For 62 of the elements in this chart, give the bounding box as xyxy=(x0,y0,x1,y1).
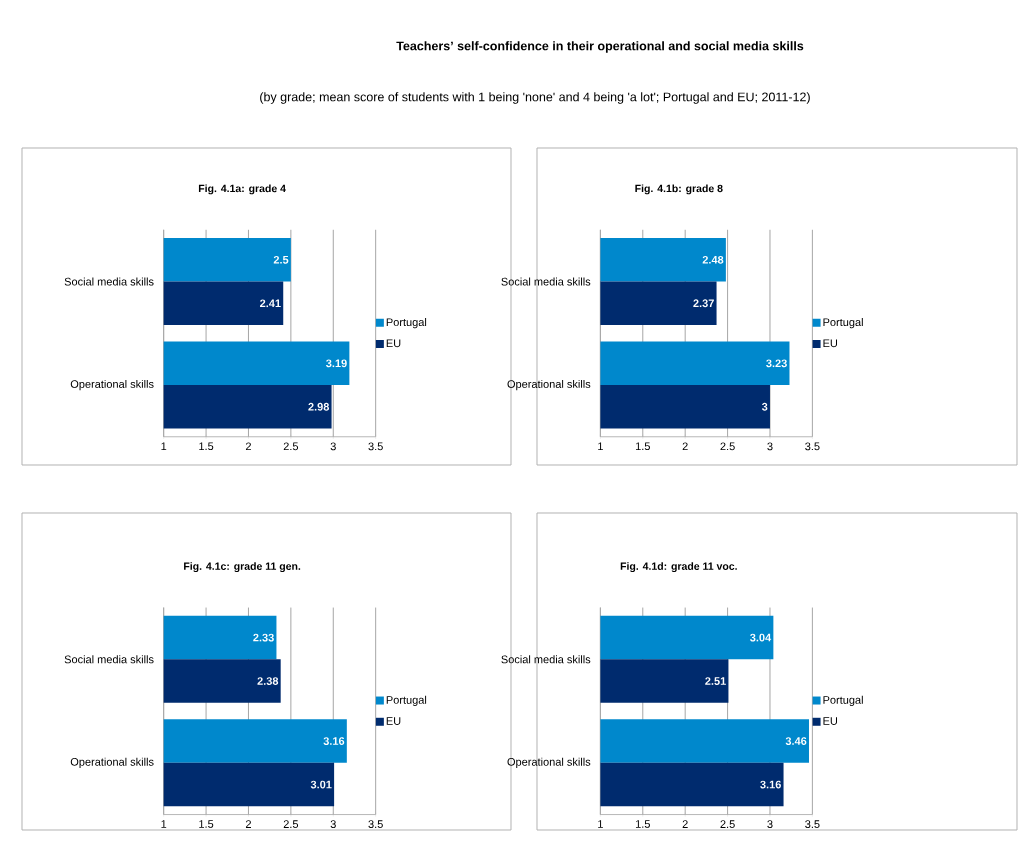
y-tick-label: Operational skills xyxy=(507,757,591,768)
chart-title: Fig. 4.1a: grade 4 xyxy=(198,184,286,195)
data-label: 3.23 xyxy=(766,359,787,368)
data-label: 3.16 xyxy=(760,780,781,789)
legend-label: EU xyxy=(823,339,837,348)
x-tick-label: 2 xyxy=(245,820,251,828)
x-tick-label: 2 xyxy=(682,442,688,451)
x-tick-label: 3.5 xyxy=(368,820,383,828)
data-label: 2.37 xyxy=(693,299,714,308)
y-tick-label: Operational skills xyxy=(507,379,591,391)
text: (by grade; mean score of students with 1 being 'none' and 4 being 'a lot'; Portugal and EU; 2011-12) xyxy=(260,92,810,104)
x-tick-label: 3.5 xyxy=(368,442,383,451)
data-label: 2.5 xyxy=(273,255,289,264)
x-tick-label: 3 xyxy=(330,820,336,828)
x-tick-label: 3.5 xyxy=(805,820,820,828)
x-tick-label: 3 xyxy=(767,442,773,451)
data-label: 3.01 xyxy=(310,780,332,789)
x-tick-label: 1.5 xyxy=(635,442,650,451)
legend-label: EU xyxy=(386,717,401,725)
data-label: 3.04 xyxy=(750,633,772,642)
x-tick-label: 2 xyxy=(682,820,688,828)
legend-label: EU xyxy=(823,717,837,725)
legend-label: Portugal xyxy=(823,318,863,329)
x-tick-label: 2 xyxy=(245,442,251,451)
data-label: 3.19 xyxy=(326,359,347,368)
x-tick-label: 1.5 xyxy=(199,820,214,828)
x-tick-label: 3 xyxy=(767,820,773,828)
text: Teachers’ self-confidence in their operational and social media skills xyxy=(396,41,804,53)
x-tick-label: 2.5 xyxy=(283,820,299,828)
x-tick-label: 1 xyxy=(161,820,167,828)
legend-label: Portugal xyxy=(386,695,427,707)
x-tick-label: 1 xyxy=(161,442,167,450)
x-tick-label: 3.5 xyxy=(805,442,820,451)
x-tick-label: 1 xyxy=(598,442,603,450)
data-label: 2.33 xyxy=(253,633,274,642)
y-tick-label: Social media skills xyxy=(64,655,154,664)
data-label: 2.41 xyxy=(260,299,281,308)
data-label: 3.16 xyxy=(323,737,345,745)
legend-label: Portugal xyxy=(386,318,427,329)
x-tick-label: 2.5 xyxy=(283,442,299,451)
x-tick-label: 1.5 xyxy=(635,820,650,828)
data-label: 2.38 xyxy=(257,677,279,685)
y-tick-label: Operational skills xyxy=(70,379,154,391)
x-tick-label: 1.5 xyxy=(199,442,214,451)
legend-label: Portugal xyxy=(823,695,863,707)
y-tick-label: Social media skills xyxy=(64,277,154,286)
x-tick-label: 3 xyxy=(330,442,336,451)
chart-title: Fig. 4.1d: grade 11 voc. xyxy=(620,562,737,573)
x-tick-label: 1 xyxy=(598,820,603,828)
chart-title: Fig. 4.1c: grade 11 gen. xyxy=(184,562,301,573)
chart-title: Fig. 4.1b: grade 8 xyxy=(635,184,723,195)
data-label: 3 xyxy=(761,402,768,411)
x-tick-label: 2.5 xyxy=(720,442,735,451)
data-label: 2.51 xyxy=(705,677,726,685)
x-tick-label: 2.5 xyxy=(720,820,735,828)
y-tick-label: Social media skills xyxy=(501,655,591,664)
data-label: 2.48 xyxy=(702,255,724,264)
y-tick-label: Social media skills xyxy=(501,277,591,286)
data-label: 2.98 xyxy=(308,402,330,411)
y-tick-label: Operational skills xyxy=(70,757,154,768)
data-label: 3.46 xyxy=(785,737,807,745)
legend-label: EU xyxy=(386,339,401,348)
